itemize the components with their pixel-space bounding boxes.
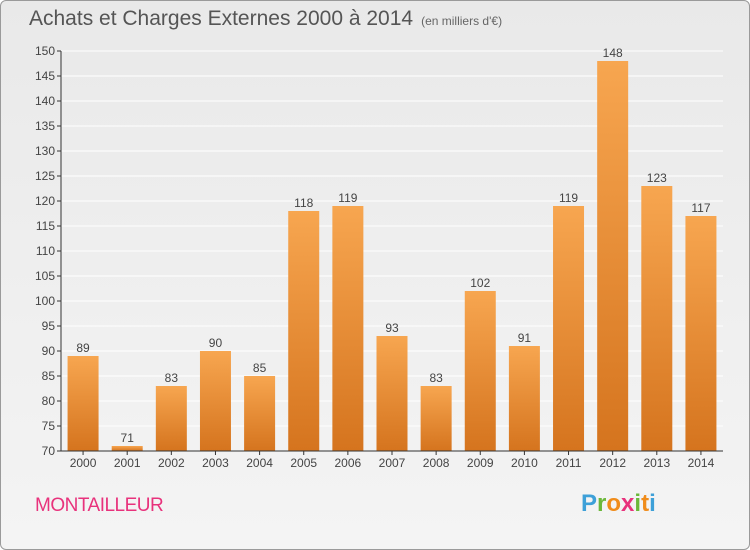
x-tick-label: 2014	[688, 456, 715, 470]
logo-letter: o	[606, 490, 622, 517]
data-label: 83	[165, 371, 179, 385]
axes: 70 75 80 85 90 95 100 105 110 115 120 125 130 135 140 1…	[35, 44, 723, 470]
bar[interactable]	[553, 206, 585, 451]
y-tick-label: 85	[42, 369, 56, 383]
data-label: 117	[691, 201, 710, 215]
data-labels: 89 71 83 90 85 118 119 93 83 102 91 119 148 123 117	[76, 46, 710, 445]
x-tick-label: 2008	[423, 456, 450, 470]
x-tick-label: 2013	[643, 456, 670, 470]
bar[interactable]	[685, 216, 717, 451]
bar[interactable]	[244, 376, 276, 451]
data-label: 123	[647, 171, 667, 185]
y-tick-label: 145	[35, 69, 55, 83]
bar[interactable]	[67, 356, 99, 451]
y-tick-label: 125	[35, 169, 55, 183]
x-tick-label: 2006	[335, 456, 362, 470]
y-tick-label: 140	[35, 94, 55, 108]
data-label: 90	[209, 336, 223, 350]
y-tick-label: 150	[35, 44, 55, 58]
data-label: 89	[76, 341, 90, 355]
bar[interactable]	[597, 61, 629, 451]
data-label: 83	[429, 371, 443, 385]
chart-subtitle: (en milliers d'€)	[421, 14, 503, 28]
bar[interactable]	[464, 291, 496, 451]
data-label: 119	[559, 191, 578, 205]
x-tick-label: 2002	[158, 456, 185, 470]
logo-letter: i	[634, 490, 642, 517]
x-tick-label: 2010	[511, 456, 538, 470]
town-name: MONTAILLEUR	[35, 495, 164, 516]
y-tick-label: 105	[35, 269, 55, 283]
data-label: 102	[470, 276, 490, 290]
chart-title-text: Achats et Charges Externes 2000 à 2014	[29, 7, 414, 30]
x-tick-label: 2012	[599, 456, 626, 470]
logo-letter: r	[597, 490, 607, 517]
logo-letter: x	[621, 490, 635, 517]
data-label: 71	[121, 431, 135, 445]
y-tick-label: 110	[36, 244, 55, 258]
data-label: 148	[603, 46, 623, 60]
logo-letter: t	[641, 490, 650, 517]
bar[interactable]	[420, 386, 452, 451]
bar[interactable]	[508, 346, 540, 451]
x-tick-label: 2001	[114, 456, 141, 470]
y-tick-label: 120	[35, 194, 55, 208]
x-tick-label: 2009	[467, 456, 494, 470]
data-label: 118	[294, 196, 313, 210]
logo-letter: i	[649, 490, 656, 517]
bar[interactable]	[155, 386, 187, 451]
y-tick-label: 135	[35, 119, 55, 133]
data-label: 93	[385, 321, 399, 335]
y-tick-label: 90	[42, 344, 56, 358]
x-tick-label: 2004	[246, 456, 273, 470]
y-tick-label: 70	[42, 444, 56, 458]
bars	[67, 61, 717, 451]
data-label: 91	[518, 331, 532, 345]
x-tick-label: 2003	[202, 456, 229, 470]
data-label: 85	[253, 361, 267, 375]
y-tick-label: 95	[42, 319, 56, 333]
chart-title: Achats et Charges Externes 2000 à 2014 (e…	[29, 7, 502, 31]
bar[interactable]	[199, 351, 231, 451]
x-tick-label: 2000	[70, 456, 97, 470]
bar[interactable]	[376, 336, 408, 451]
bar[interactable]	[641, 186, 673, 451]
x-tick-label: 2011	[556, 456, 582, 470]
x-tick-label: 2007	[379, 456, 406, 470]
y-tick-label: 130	[35, 144, 55, 158]
y-tick-label: 100	[35, 294, 55, 308]
y-tick-label: 75	[42, 419, 56, 433]
y-tick-label: 115	[36, 219, 55, 233]
x-tick-label: 2005	[290, 456, 317, 470]
logo-letter: P	[581, 490, 598, 517]
bar[interactable]	[332, 206, 364, 451]
proxiti-logo[interactable]: Proxiti	[581, 490, 656, 518]
y-tick-label: 80	[42, 394, 56, 408]
data-label: 119	[338, 191, 357, 205]
bar[interactable]	[288, 211, 320, 451]
bar[interactable]	[111, 446, 143, 451]
